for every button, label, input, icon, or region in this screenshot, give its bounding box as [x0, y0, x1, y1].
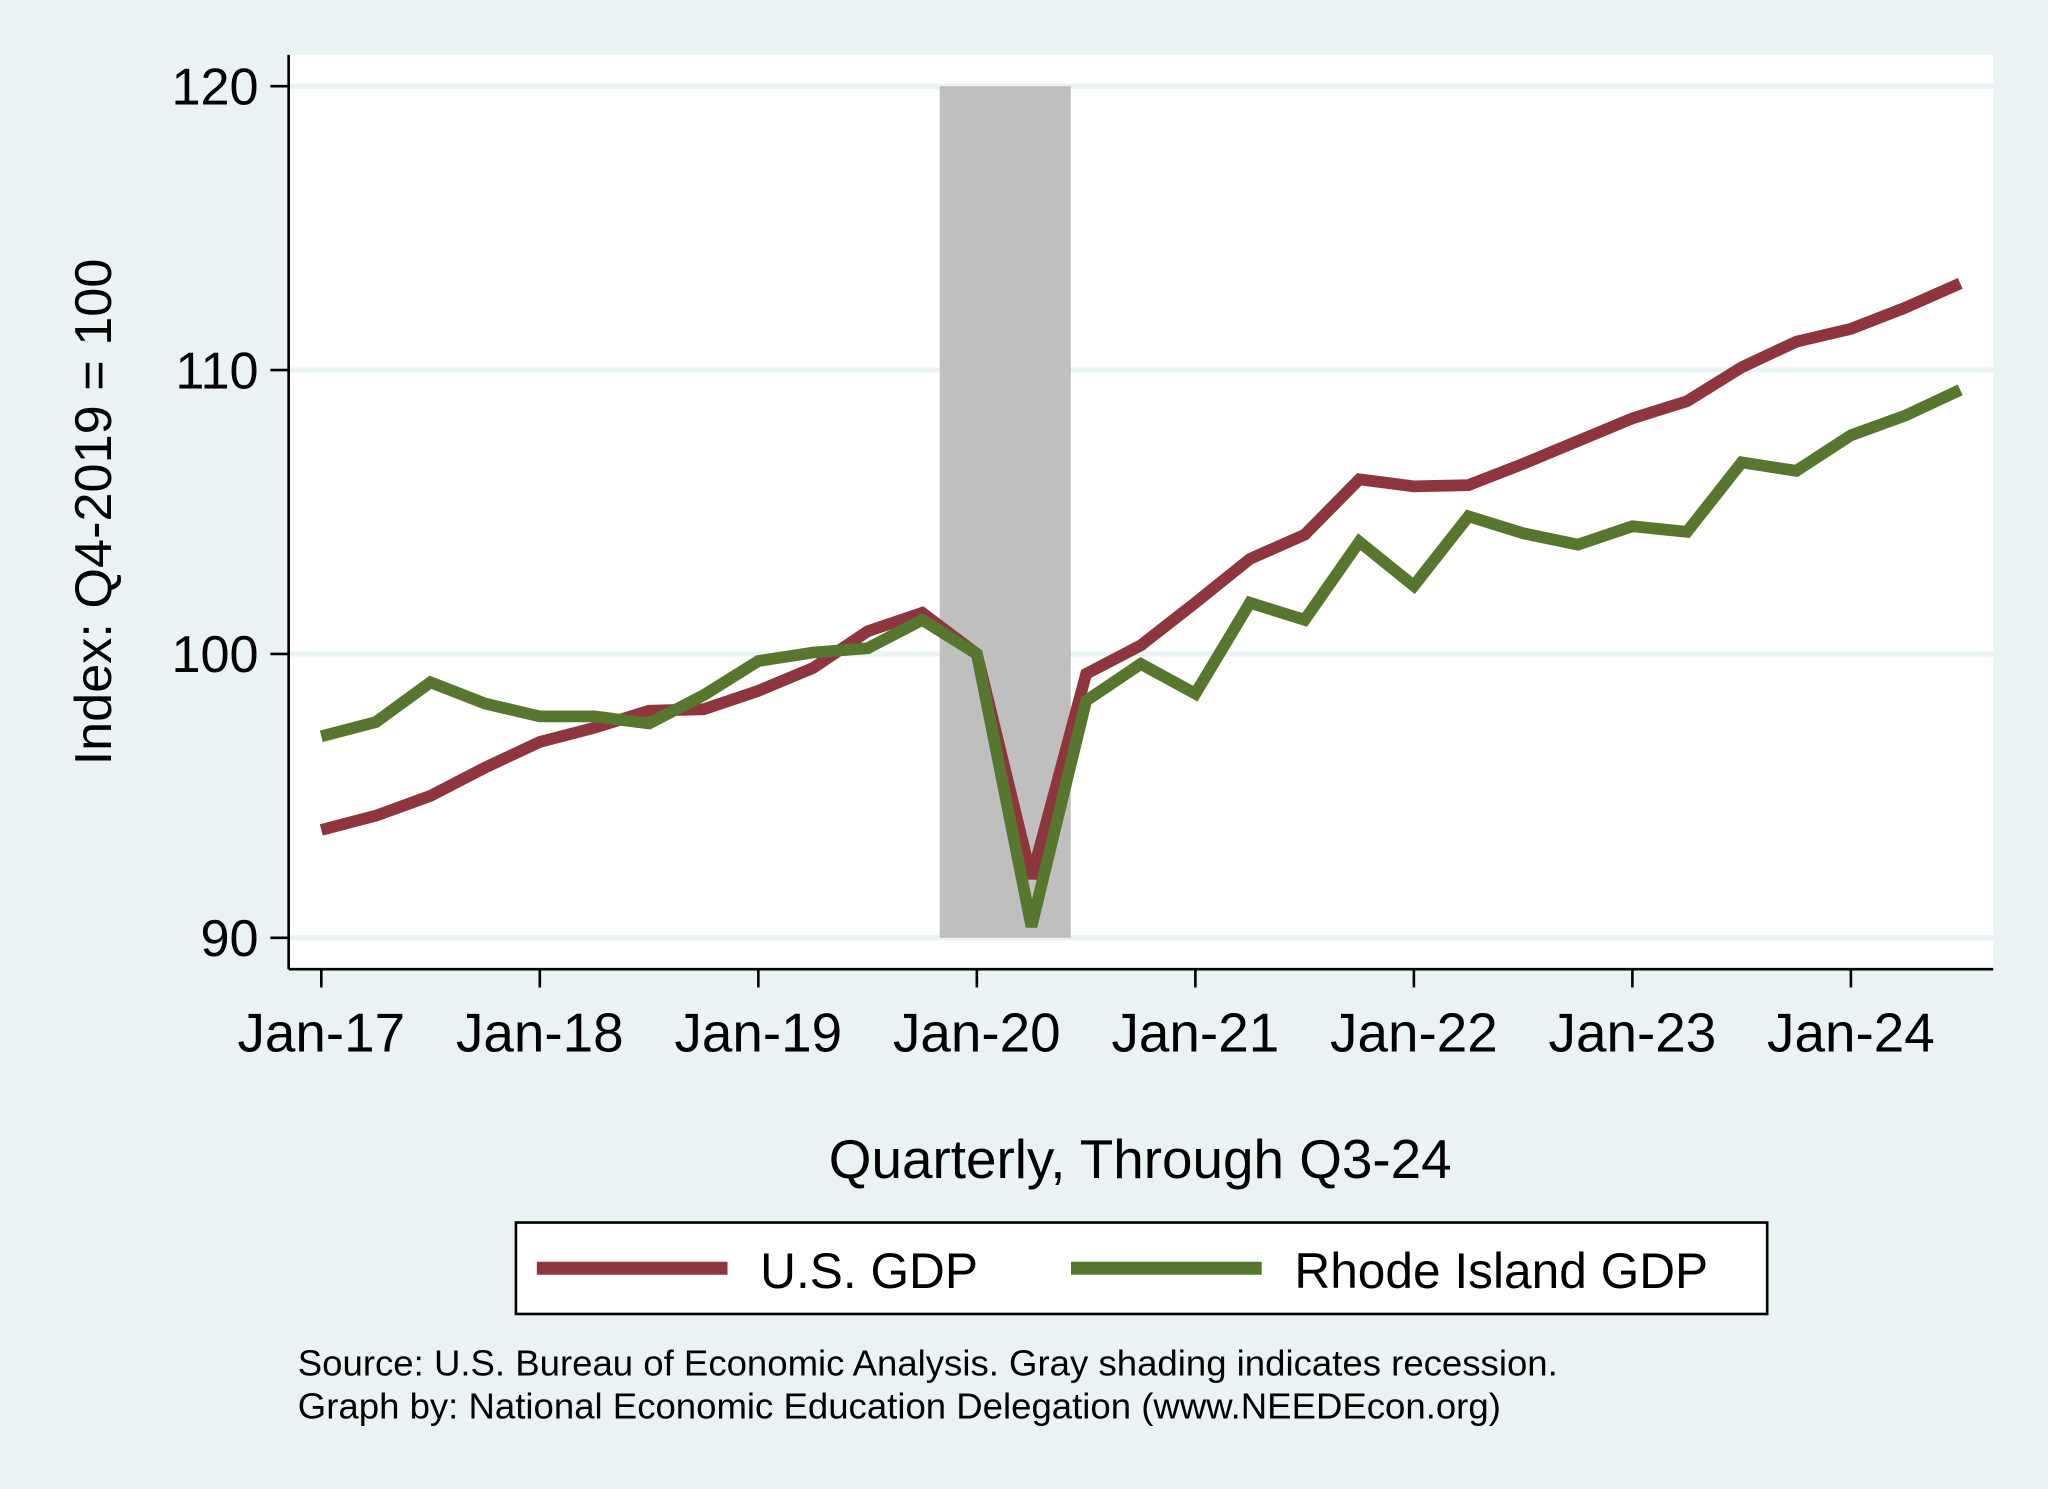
- legend-label-us-gdp: U.S. GDP: [760, 1243, 978, 1299]
- y-axis-title: Index: Q4-2019 = 100: [65, 259, 123, 766]
- x-tick-label: Jan-22: [1330, 1001, 1498, 1063]
- x-axis-title: Quarterly, Through Q3-24: [829, 1128, 1452, 1190]
- credit-note: Graph by: National Economic Education De…: [298, 1385, 1501, 1426]
- plot-area: [288, 54, 1994, 970]
- y-tick-label: 120: [171, 58, 258, 116]
- y-tick-label: 100: [171, 626, 258, 684]
- legend-label-rhode-island-gdp: Rhode Island GDP: [1294, 1243, 1708, 1299]
- x-tick-label: Jan-17: [237, 1001, 405, 1063]
- x-tick-label: Jan-23: [1549, 1001, 1717, 1063]
- x-tick-label: Jan-19: [674, 1001, 842, 1063]
- x-tick-label: Jan-18: [456, 1001, 624, 1063]
- series-lines: [319, 278, 1963, 928]
- y-axis-ticks: 90 100 110 120: [171, 58, 289, 968]
- y-tick-label: 90: [201, 910, 259, 968]
- y-tick-label: 110: [175, 342, 258, 400]
- x-tick-label: Jan-24: [1767, 1001, 1935, 1063]
- x-tick-label: Jan-20: [893, 1001, 1061, 1063]
- x-axis-ticks: Jan-17 Jan-18 Jan-19 Jan-20 Jan-21 Jan-22 Jan-…: [237, 969, 1935, 1063]
- legend: U.S. GDP Rhode Island GDP: [514, 1221, 1769, 1316]
- source-note: Source: U.S. Bureau of Economic Analysis…: [298, 1342, 1558, 1383]
- x-tick-label: Jan-21: [1112, 1001, 1280, 1063]
- gridlines: [288, 83, 1994, 941]
